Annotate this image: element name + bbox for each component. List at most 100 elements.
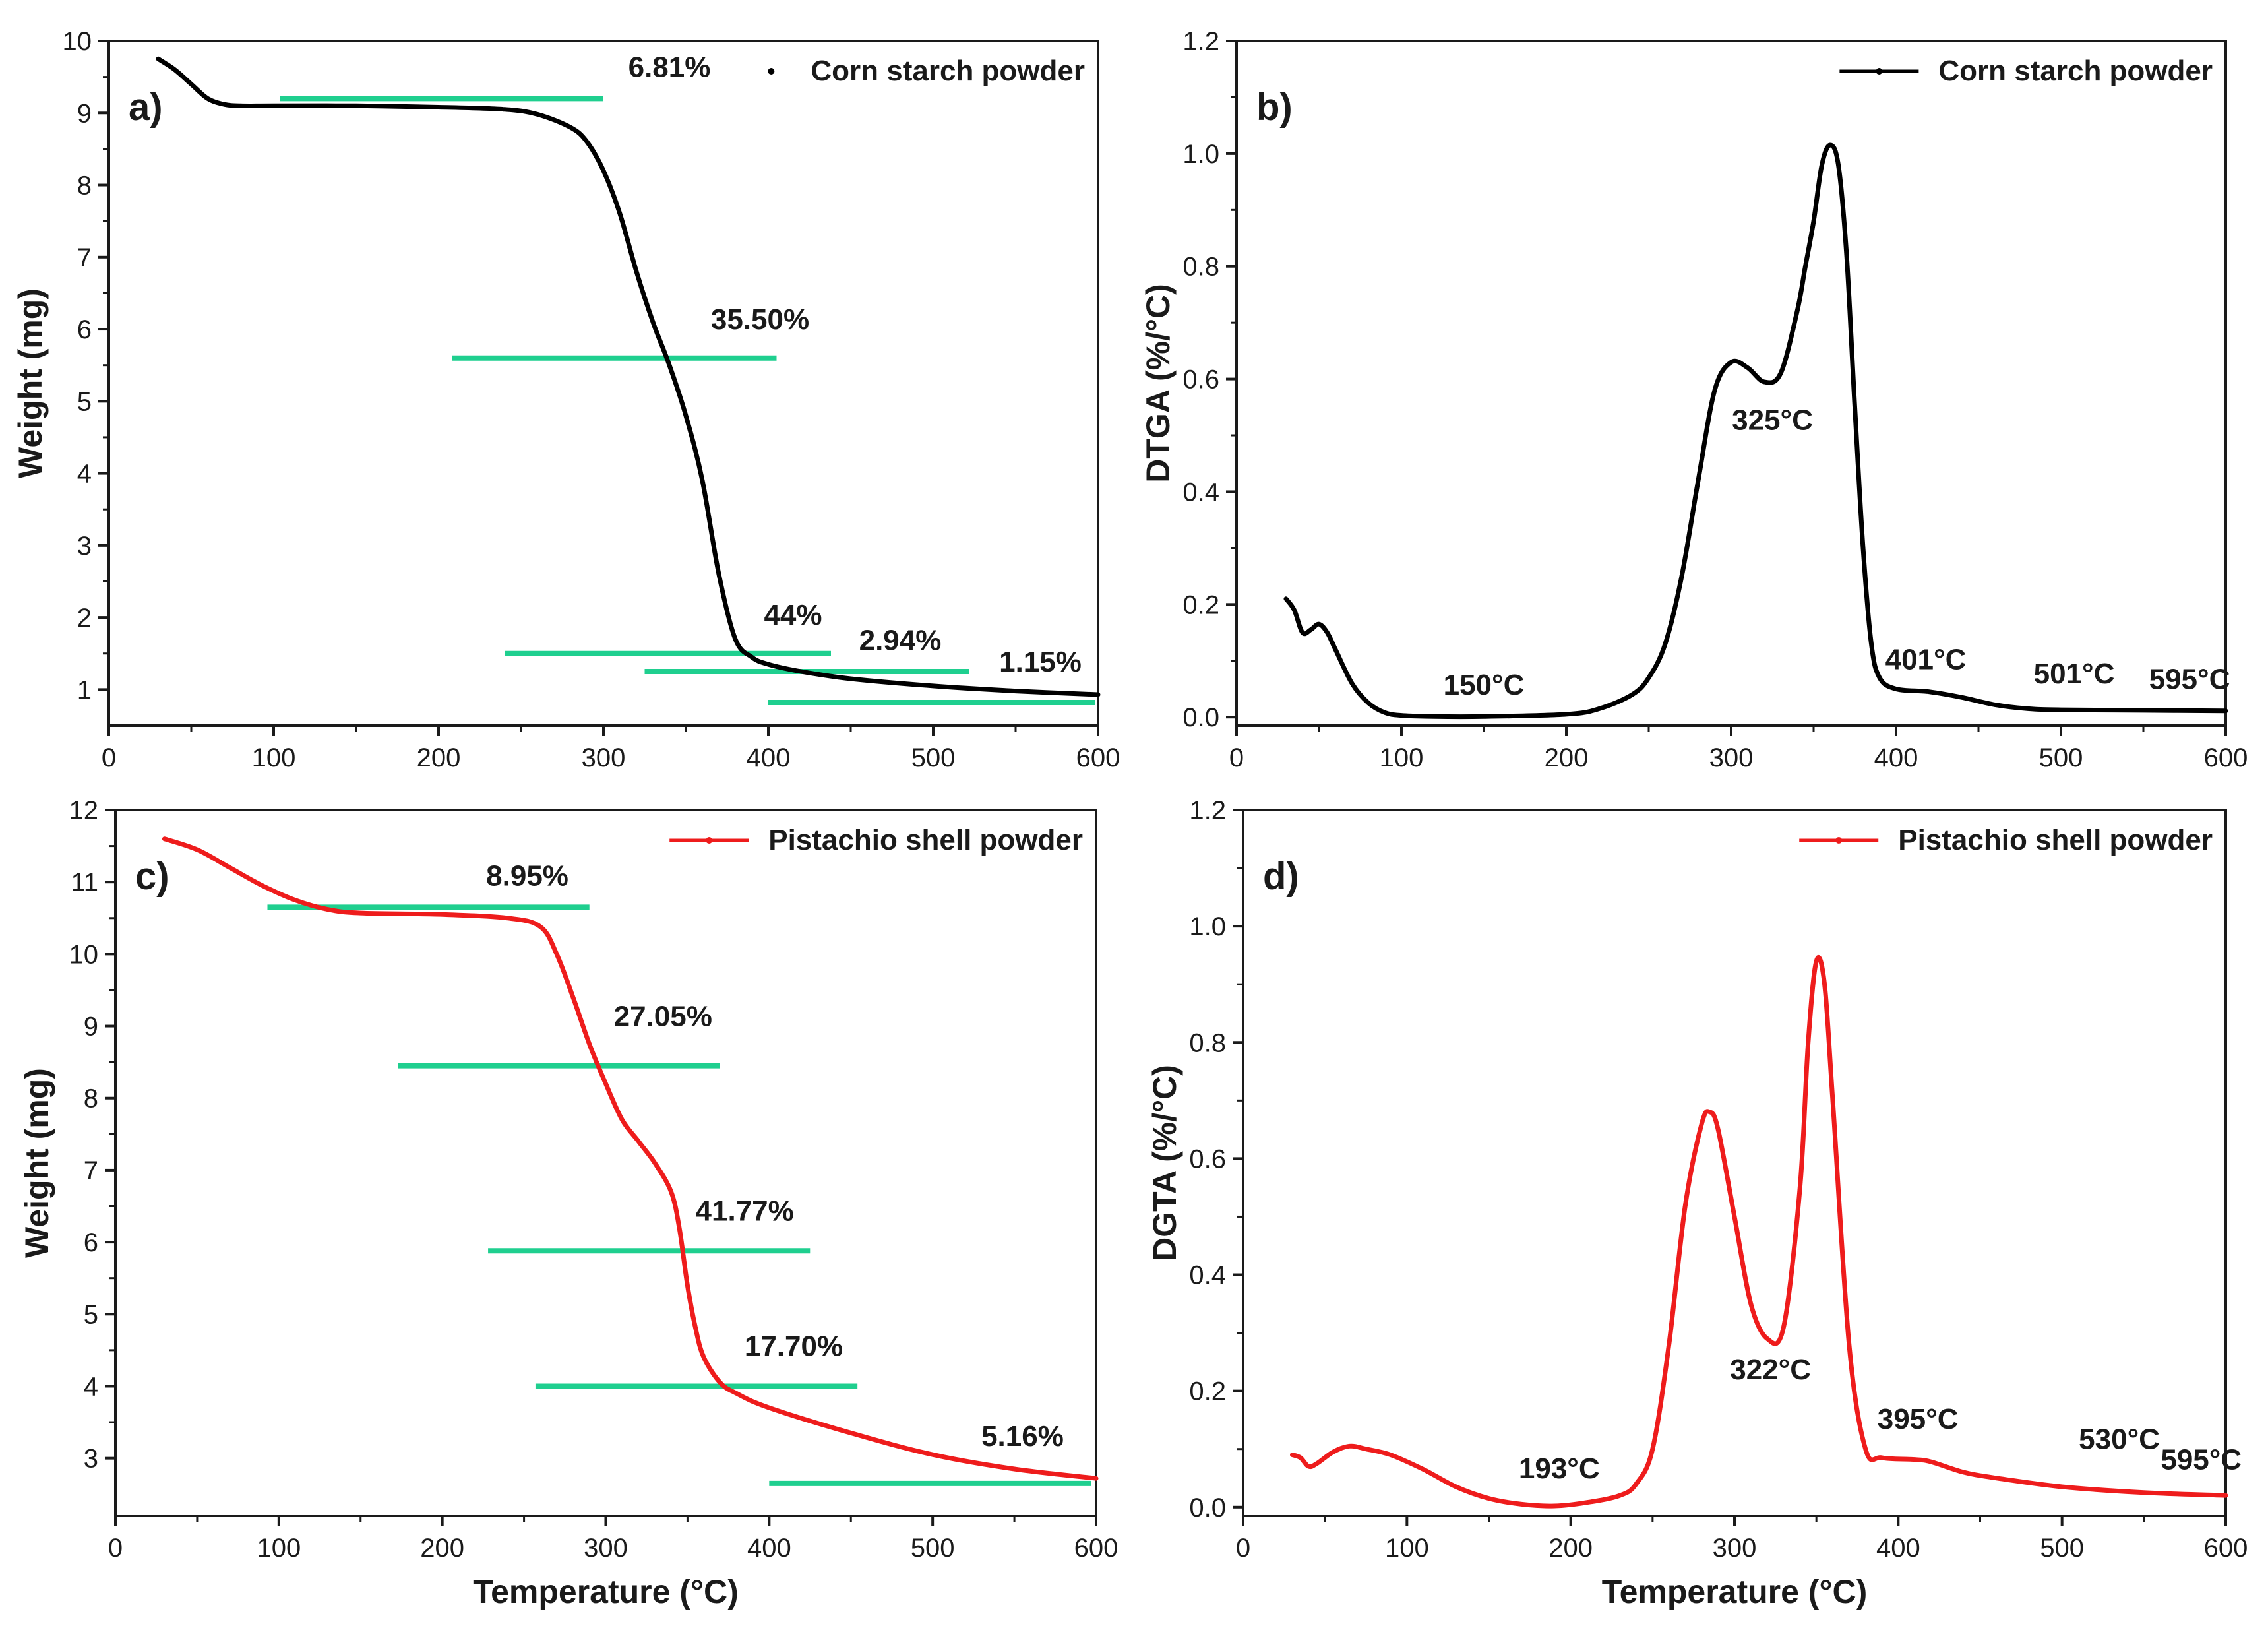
data-series-line — [1290, 954, 2228, 1509]
annotation-label: 27.05% — [614, 1001, 712, 1033]
x-tick-label: 100 — [257, 1534, 301, 1563]
annotation-label: 35.50% — [711, 303, 809, 336]
x-tick-label: 200 — [420, 1534, 464, 1563]
annotation-label: 150°C — [1444, 669, 1525, 701]
y-tick-label: 5 — [84, 1300, 98, 1329]
x-tick-label: 400 — [1874, 743, 1918, 772]
y-tick-label: 0.2 — [1189, 1377, 1226, 1406]
legend-marker — [706, 837, 713, 844]
annotation-label: 193°C — [1519, 1453, 1600, 1485]
annotation-label: 325°C — [1732, 404, 1813, 436]
y-tick-label: 7 — [84, 1156, 98, 1185]
annotation-label: 595°C — [2161, 1444, 2242, 1476]
y-tick-label: 0.6 — [1182, 365, 1219, 394]
legend-marker — [1835, 837, 1843, 844]
x-tick-label: 100 — [1385, 1534, 1429, 1563]
legend-label: Pistachio shell powder — [768, 824, 1083, 856]
x-tick-label: 100 — [252, 743, 296, 772]
data-series-line — [156, 56, 1101, 697]
y-tick-label: 7 — [77, 243, 92, 272]
x-tick-label: 500 — [2040, 1534, 2084, 1563]
x-tick-label: 200 — [1545, 743, 1589, 772]
panel-label: d) — [1263, 855, 1299, 898]
x-tick-label: 400 — [747, 743, 791, 772]
x-tick-label: 300 — [582, 743, 626, 772]
annotation-label: 322°C — [1730, 1354, 1811, 1386]
x-tick-label: 600 — [1074, 1534, 1119, 1563]
legend-label: Corn starch powder — [1938, 55, 2213, 87]
y-tick-label: 4 — [77, 460, 92, 489]
panel-label: a) — [129, 86, 163, 129]
x-tick-label: 200 — [417, 743, 461, 772]
y-tick-label: 1.2 — [1182, 27, 1219, 56]
y-tick-label: 4 — [84, 1372, 98, 1401]
y-tick-label: 0.0 — [1189, 1493, 1226, 1522]
annotation-label: 17.70% — [745, 1330, 843, 1363]
y-tick-label: 1.2 — [1189, 796, 1226, 825]
annotation-label: 530°C — [2079, 1423, 2160, 1456]
chart-panel-b: 0 100 200 300 400 500 600 0.0 0.2 0.4 0.6 0.8 1.0 1.2… — [1140, 27, 2248, 772]
y-tick-label: 8 — [84, 1084, 98, 1113]
annotation-label: 41.77% — [696, 1195, 794, 1227]
legend-marker — [768, 68, 775, 75]
x-tick-label: 600 — [2204, 743, 2248, 772]
annotation-label: 6.81% — [628, 51, 711, 84]
x-tick-label: 0 — [102, 743, 116, 772]
annotation-label: 501°C — [2034, 658, 2115, 690]
data-series-line — [162, 836, 1099, 1481]
y-tick-label: 10 — [69, 940, 99, 969]
x-tick-label: 300 — [584, 1534, 628, 1563]
x-axis-title: Temperature (°C) — [1602, 1573, 1867, 1610]
x-tick-label: 600 — [1076, 743, 1120, 772]
y-tick-label: 9 — [84, 1013, 98, 1042]
x-tick-label: 0 — [1236, 1534, 1250, 1563]
y-tick-label: 0.6 — [1189, 1144, 1226, 1173]
x-tick-label: 600 — [2204, 1534, 2248, 1563]
x-axis-title: Temperature (°C) — [473, 1573, 738, 1610]
annotation-label: 1.15% — [999, 646, 1082, 678]
y-tick-label: 3 — [84, 1445, 98, 1474]
y-tick-label: 6 — [77, 315, 92, 344]
x-tick-label: 300 — [1713, 1534, 1757, 1563]
chart-panel-d: 0 100 200 300 400 500 600 0.0 0.2 0.4 0.6 0.8 1.0 1.2… — [1146, 796, 2248, 1610]
x-tick-label: 400 — [1876, 1534, 1920, 1563]
y-tick-label: 0.8 — [1182, 253, 1219, 282]
y-tick-label: 0.2 — [1182, 590, 1219, 619]
y-tick-label: 0.0 — [1182, 703, 1219, 732]
data-series-line — [1283, 142, 2228, 720]
y-tick-label: 1 — [77, 675, 92, 704]
x-tick-label: 500 — [911, 1534, 955, 1563]
x-tick-label: 400 — [747, 1534, 791, 1563]
y-tick-label: 9 — [77, 99, 92, 128]
legend-label: Pistachio shell powder — [1898, 824, 2213, 856]
x-tick-label: 200 — [1548, 1534, 1593, 1563]
y-tick-label: 10 — [63, 27, 92, 56]
x-tick-label: 0 — [108, 1534, 123, 1563]
y-tick-label: 0.4 — [1189, 1261, 1226, 1290]
annotation-label: 395°C — [1878, 1403, 1959, 1435]
panel-label: c) — [135, 855, 169, 898]
y-axis-title: Weight (mg) — [12, 288, 49, 478]
x-tick-label: 500 — [911, 743, 956, 772]
annotation-label: 401°C — [1885, 644, 1967, 676]
y-tick-label: 2 — [77, 604, 92, 633]
x-tick-label: 300 — [1709, 743, 1754, 772]
x-tick-label: 100 — [1380, 743, 1424, 772]
y-tick-label: 1.0 — [1182, 140, 1219, 169]
y-axis-title: DTGA (%/°C) — [1140, 284, 1177, 482]
y-axis-title: Weight (mg) — [18, 1068, 55, 1258]
annotation-label: 8.95% — [486, 860, 568, 892]
y-axis-title: DGTA (%/°C) — [1146, 1065, 1183, 1261]
y-tick-label: 11 — [71, 868, 98, 897]
legend-label: Corn starch powder — [811, 55, 1085, 87]
annotation-label: 2.94% — [859, 624, 942, 656]
y-tick-label: 0.8 — [1189, 1028, 1226, 1057]
y-tick-label: 3 — [77, 532, 92, 561]
legend-marker — [1876, 68, 1883, 75]
chart-panel-a: 0 100 200 300 400 500 600 1 2 3 4 5 6 7 8 9 10 Weight (mg… — [12, 27, 1120, 772]
chart-panel-c: 0 100 200 300 400 500 600 3 4 5 6 7 8 9 10 11 12 Weight (… — [18, 796, 1118, 1610]
y-tick-label: 12 — [69, 796, 99, 825]
x-tick-label: 0 — [1229, 743, 1244, 772]
annotation-label: 44% — [764, 599, 822, 631]
